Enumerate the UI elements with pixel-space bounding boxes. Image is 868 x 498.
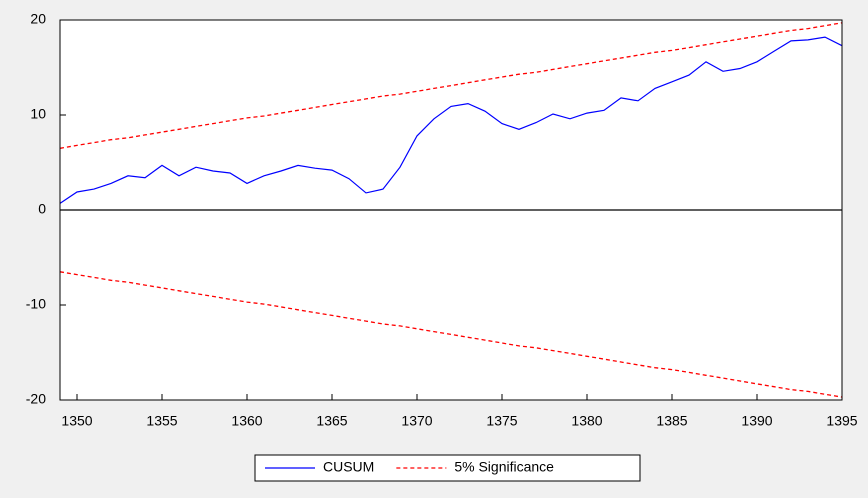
x-tick-label: 1350	[61, 413, 92, 429]
y-tick-label: 10	[30, 106, 46, 122]
x-tick-label: 1360	[231, 413, 262, 429]
y-tick-label: -20	[26, 391, 46, 407]
y-tick-label: -10	[26, 296, 46, 312]
x-tick-label: 1390	[741, 413, 772, 429]
x-tick-label: 1395	[826, 413, 857, 429]
legend-label: CUSUM	[323, 459, 374, 475]
y-tick-label: 0	[38, 201, 46, 217]
x-tick-label: 1365	[316, 413, 347, 429]
series-line	[59, 36, 843, 204]
plot-frame	[59, 19, 843, 401]
x-tick-label: 1380	[571, 413, 602, 429]
x-tick-label: 1370	[401, 413, 432, 429]
series-line	[59, 271, 843, 398]
legend-label: 5% Significance	[454, 459, 554, 475]
x-tick-label: 1375	[486, 413, 517, 429]
legend-box	[254, 454, 641, 482]
x-tick-label: 1385	[656, 413, 687, 429]
series-line	[59, 22, 843, 149]
y-tick-label: 20	[30, 11, 46, 27]
x-tick-label: 1355	[146, 413, 177, 429]
